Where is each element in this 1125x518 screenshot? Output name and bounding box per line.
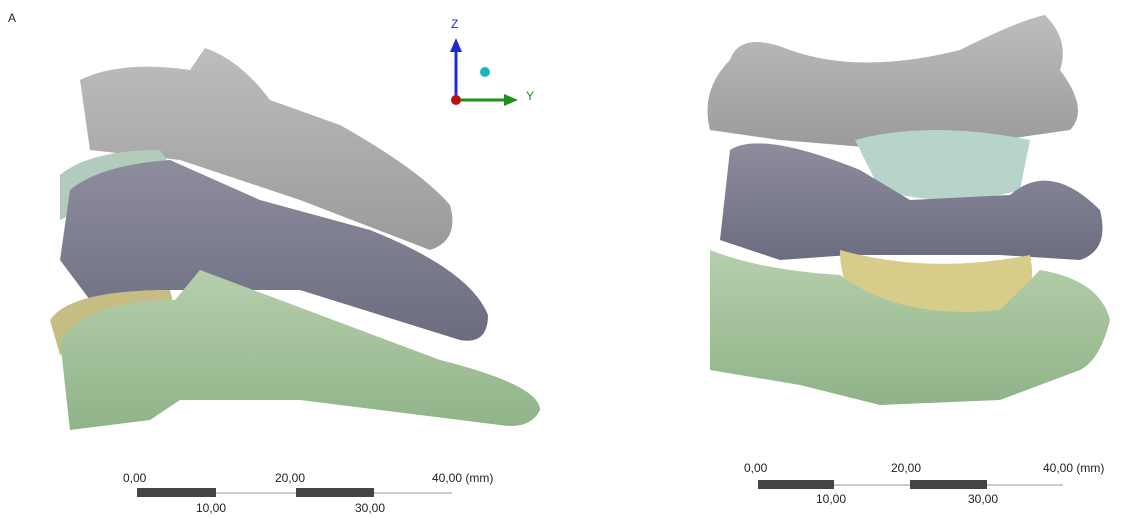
scale-label: 20,00 <box>891 461 921 475</box>
right-vertebrae <box>708 15 1111 405</box>
panel-label: A <box>8 11 16 25</box>
scale-label: 30,00 <box>355 501 385 515</box>
scale-bar: 0,00 20,00 40,00 (mm) 10,00 30,00 <box>123 471 493 515</box>
z-label: Z <box>451 17 458 31</box>
scale-label: 40,00 (mm) <box>432 471 493 485</box>
scale-label: 30,00 <box>968 492 998 506</box>
y-label: Y <box>526 89 534 103</box>
scale-label: 0,00 <box>123 471 147 485</box>
scale-label: 10,00 <box>816 492 846 506</box>
scale-bar: 0,00 20,00 40,00 (mm) 10,00 30,00 <box>744 461 1104 506</box>
scale-label: 20,00 <box>275 471 305 485</box>
figure: A Z Y 0,00 20,00 40,00 (mm) 10,00 30,00 … <box>0 0 1125 518</box>
axis-triad: Z Y <box>450 17 534 106</box>
scale-label: 10,00 <box>196 501 226 515</box>
scale-label: 40,00 (mm) <box>1043 461 1104 475</box>
left-vertebrae <box>50 48 540 430</box>
scale-label: 0,00 <box>744 461 768 475</box>
